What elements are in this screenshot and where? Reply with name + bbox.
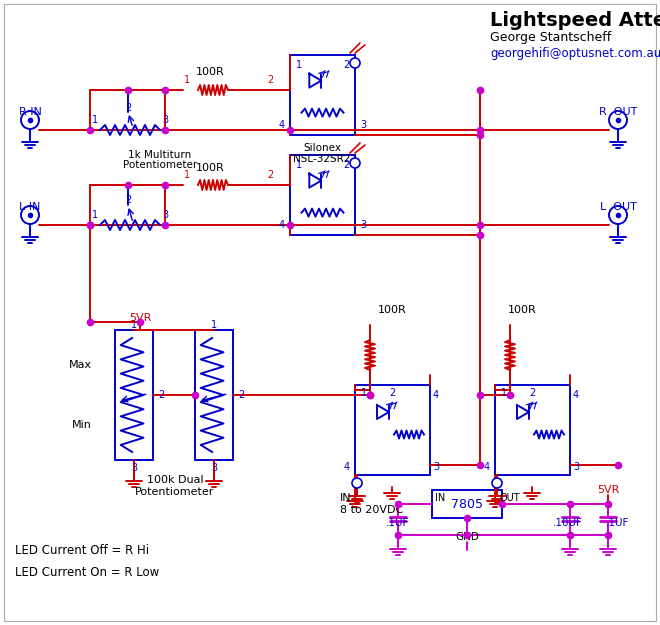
Text: 1: 1 — [296, 160, 302, 170]
Text: 4: 4 — [484, 462, 490, 472]
Text: 2: 2 — [267, 170, 273, 180]
Text: 2: 2 — [343, 60, 349, 70]
Bar — [115, 330, 153, 460]
Bar — [290, 55, 355, 135]
Text: Lightspeed Attenuator: Lightspeed Attenuator — [490, 11, 660, 29]
Text: LED Current On = R Low: LED Current On = R Low — [15, 566, 159, 579]
Bar — [432, 490, 502, 518]
Text: 1: 1 — [92, 115, 98, 125]
Text: 4: 4 — [344, 462, 350, 472]
Text: Potentiometer: Potentiometer — [135, 487, 214, 497]
Text: George Stantscheff: George Stantscheff — [490, 31, 611, 44]
Text: 4: 4 — [279, 120, 285, 130]
Text: 1k Multiturn: 1k Multiturn — [129, 150, 191, 160]
Text: 1: 1 — [296, 60, 302, 70]
Text: 3: 3 — [360, 220, 366, 230]
Text: 2: 2 — [125, 195, 131, 205]
Text: Min: Min — [72, 420, 92, 430]
Text: 1: 1 — [184, 170, 190, 180]
Text: 3: 3 — [573, 462, 579, 472]
Circle shape — [352, 478, 362, 488]
Text: NSL-32SR2: NSL-32SR2 — [293, 154, 350, 164]
Text: 1: 1 — [92, 210, 98, 220]
Bar — [495, 385, 570, 475]
Text: 5VR: 5VR — [129, 313, 151, 323]
Circle shape — [350, 158, 360, 168]
Text: 2: 2 — [125, 103, 131, 113]
Text: 5VR: 5VR — [597, 485, 619, 495]
Text: 4: 4 — [573, 390, 579, 400]
Text: 2: 2 — [529, 388, 535, 398]
Text: 2: 2 — [343, 160, 349, 170]
Text: 1: 1 — [501, 388, 507, 398]
Text: .1UF: .1UF — [607, 518, 630, 528]
Bar — [195, 330, 233, 460]
Text: 2: 2 — [158, 390, 164, 400]
Text: 3: 3 — [360, 120, 366, 130]
Text: 3: 3 — [211, 463, 217, 473]
Circle shape — [492, 478, 502, 488]
Text: GND: GND — [455, 532, 479, 542]
Text: 100R: 100R — [378, 305, 407, 315]
Text: 2: 2 — [238, 390, 244, 400]
Text: OUT: OUT — [500, 493, 521, 503]
Text: Potentiometer: Potentiometer — [123, 160, 197, 170]
Text: 100R: 100R — [195, 67, 224, 77]
Text: 1: 1 — [211, 320, 217, 330]
Text: Max: Max — [69, 360, 92, 370]
Text: georgehifi@optusnet.com.au: georgehifi@optusnet.com.au — [490, 46, 660, 59]
Text: 2: 2 — [389, 388, 395, 398]
Text: .1UF: .1UF — [386, 518, 410, 528]
Text: IN: IN — [435, 493, 446, 503]
Bar — [290, 155, 355, 235]
Text: 100R: 100R — [195, 163, 224, 173]
Text: IN: IN — [340, 493, 352, 503]
Text: 100k Dual: 100k Dual — [147, 475, 203, 485]
Text: 1: 1 — [361, 388, 367, 398]
Circle shape — [350, 58, 360, 68]
Text: R IN: R IN — [18, 107, 42, 117]
Text: 4: 4 — [433, 390, 439, 400]
Text: 1: 1 — [131, 320, 137, 330]
Text: 7805: 7805 — [451, 498, 483, 511]
Text: 3: 3 — [433, 462, 439, 472]
Text: 3: 3 — [162, 115, 168, 125]
Text: 2: 2 — [267, 75, 273, 85]
Text: 3: 3 — [131, 463, 137, 473]
Text: 8 to 20VDC: 8 to 20VDC — [340, 505, 403, 515]
Text: 100R: 100R — [508, 305, 537, 315]
Text: 3: 3 — [162, 210, 168, 220]
Text: .10UF: .10UF — [553, 518, 583, 528]
Text: 1: 1 — [184, 75, 190, 85]
Text: R  OUT: R OUT — [599, 107, 637, 117]
Text: Silonex: Silonex — [303, 143, 341, 153]
Bar — [355, 385, 430, 475]
Text: 4: 4 — [279, 220, 285, 230]
Text: LED Current Off = R Hi: LED Current Off = R Hi — [15, 544, 149, 556]
Text: L IN: L IN — [19, 202, 41, 212]
Text: L  OUT: L OUT — [599, 202, 636, 212]
